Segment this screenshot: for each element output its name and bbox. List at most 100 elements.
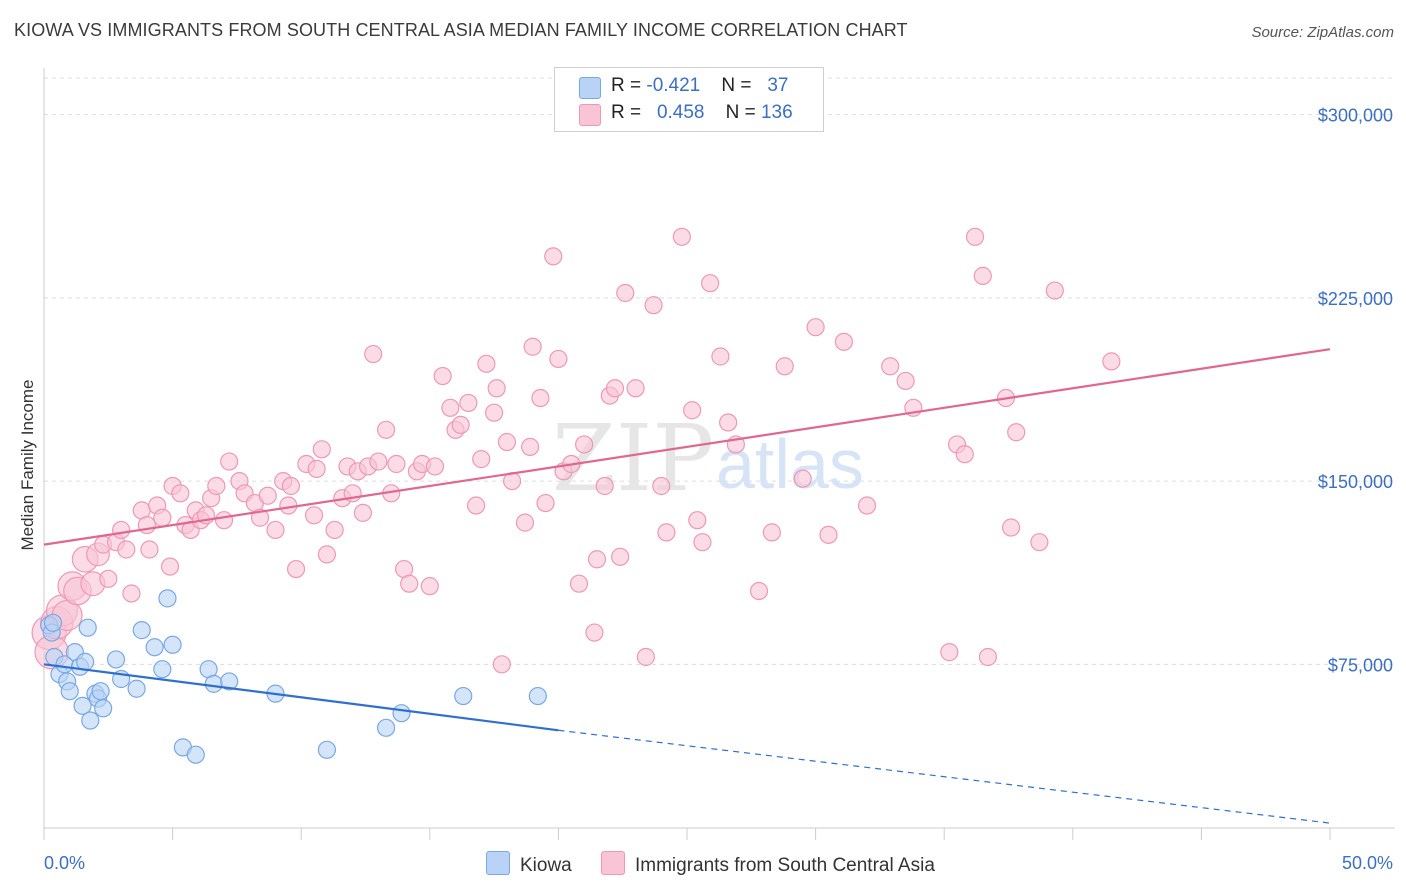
- kiowa-trend-extension: [558, 729, 1331, 824]
- immigrants-point: [258, 486, 277, 505]
- immigrants-point: [719, 413, 738, 432]
- kiowa-point: [91, 682, 110, 701]
- kiowa-point: [376, 718, 396, 737]
- immigrants-point: [711, 347, 730, 366]
- source-credit: Source: ZipAtlas.com: [1251, 24, 1394, 41]
- x-tick-label: 0.0%: [44, 853, 85, 873]
- immigrants-point: [220, 452, 239, 471]
- correlation-legend: R = -0.421 N = 37 R = 0.458 N = 136: [554, 67, 824, 132]
- y-tick-label: $225,000: [1318, 289, 1393, 309]
- y-tick-label: $75,000: [1328, 655, 1393, 675]
- immigrants-point: [1007, 423, 1026, 442]
- kiowa-point: [81, 711, 100, 730]
- immigrants-point: [312, 440, 331, 459]
- immigrants-point: [487, 379, 506, 398]
- y-tick-label: $150,000: [1318, 472, 1393, 492]
- legend-r-label: R =: [611, 75, 647, 96]
- immigrants-point: [99, 569, 118, 588]
- kiowa-point: [73, 696, 92, 715]
- immigrants-point: [531, 388, 550, 408]
- immigrants-point: [793, 469, 812, 488]
- immigrants-point: [605, 379, 625, 398]
- immigrants-point: [965, 227, 985, 246]
- bottom-legend-label-immigrants: Immigrants from South Central Asia: [635, 855, 935, 876]
- immigrants-point: [819, 525, 838, 544]
- immigrants-point: [636, 647, 655, 667]
- immigrants-point: [626, 379, 645, 398]
- immigrants-point: [657, 523, 676, 542]
- immigrants-point: [587, 550, 607, 569]
- immigrants-point: [364, 344, 383, 364]
- immigrants-point: [693, 533, 712, 552]
- immigrants-point: [281, 476, 301, 496]
- immigrants-point: [451, 415, 470, 435]
- immigrants-point: [973, 266, 992, 285]
- immigrants-point: [441, 398, 460, 417]
- immigrants-point: [400, 574, 419, 593]
- kiowa-point: [220, 672, 239, 691]
- kiowa-point: [163, 635, 182, 654]
- immigrants-point: [472, 450, 491, 469]
- immigrants-point: [672, 227, 691, 246]
- immigrants-point: [317, 545, 337, 564]
- immigrants-point: [749, 581, 769, 601]
- watermark: ZIP atlas: [552, 405, 864, 512]
- watermark-zip: ZIP: [552, 405, 714, 512]
- immigrants-point: [112, 520, 131, 540]
- kiowa-point: [186, 745, 205, 764]
- immigrants-point: [762, 523, 781, 542]
- immigrants-point: [137, 515, 156, 535]
- immigrants-point: [834, 332, 853, 351]
- immigrants-point: [595, 476, 614, 496]
- bottom-legend-immigrants: Immigrants from South Central Asia: [601, 851, 935, 877]
- immigrants-point: [477, 354, 496, 373]
- legend-r-value: 0.458: [656, 102, 705, 123]
- trend-lines: [43, 348, 1331, 824]
- immigrants-point: [549, 349, 568, 369]
- immigrants-point: [644, 296, 663, 315]
- legend-r-label: R =: [611, 102, 647, 123]
- kiowa-point: [392, 704, 411, 723]
- immigrants-point: [1045, 281, 1064, 300]
- kiowa-point: [153, 660, 172, 679]
- kiowa-point: [60, 682, 79, 701]
- chart-title: KIOWA VS IMMIGRANTS FROM SOUTH CENTRAL A…: [14, 20, 908, 40]
- immigrants-point: [955, 445, 974, 464]
- immigrants-point: [857, 496, 877, 515]
- axes: [43, 68, 1395, 840]
- immigrants-point: [492, 655, 511, 674]
- immigrants-point: [420, 577, 439, 596]
- immigrants-point: [569, 574, 589, 593]
- kiowa-point: [158, 589, 177, 608]
- kiowa-point: [145, 638, 164, 657]
- immigrants-point: [117, 540, 136, 559]
- immigrants-point: [485, 403, 504, 422]
- immigrants-point: [160, 557, 180, 576]
- immigrants-point: [616, 283, 635, 303]
- immigrants-point: [775, 357, 794, 376]
- kiowa-point: [78, 618, 97, 637]
- bottom-legend-swatch-immigrants: [601, 851, 625, 875]
- kiowa-point: [204, 674, 223, 693]
- immigrants-point: [286, 559, 306, 579]
- immigrants-point: [688, 511, 707, 530]
- immigrants-point: [207, 476, 226, 496]
- immigrants-point: [353, 503, 373, 522]
- immigrants-point: [425, 457, 445, 476]
- immigrants-point: [140, 540, 159, 559]
- immigrants-point: [466, 496, 486, 515]
- immigrants-point: [214, 511, 234, 530]
- immigrants-point: [585, 623, 604, 642]
- kiowa-point: [317, 740, 337, 759]
- kiowa-point: [132, 621, 151, 640]
- immigrants-point: [497, 432, 517, 452]
- immigrants-point: [523, 337, 542, 356]
- tick-labels: $75,000 $150,000 $225,000 $300,000 0.0% 50.0%: [44, 106, 1393, 873]
- immigrants-point: [325, 520, 344, 540]
- kiowa-point: [94, 699, 113, 718]
- immigrants-point: [171, 484, 190, 503]
- immigrants-point: [978, 647, 998, 667]
- immigrants-point: [304, 506, 324, 525]
- immigrants-point: [459, 393, 478, 413]
